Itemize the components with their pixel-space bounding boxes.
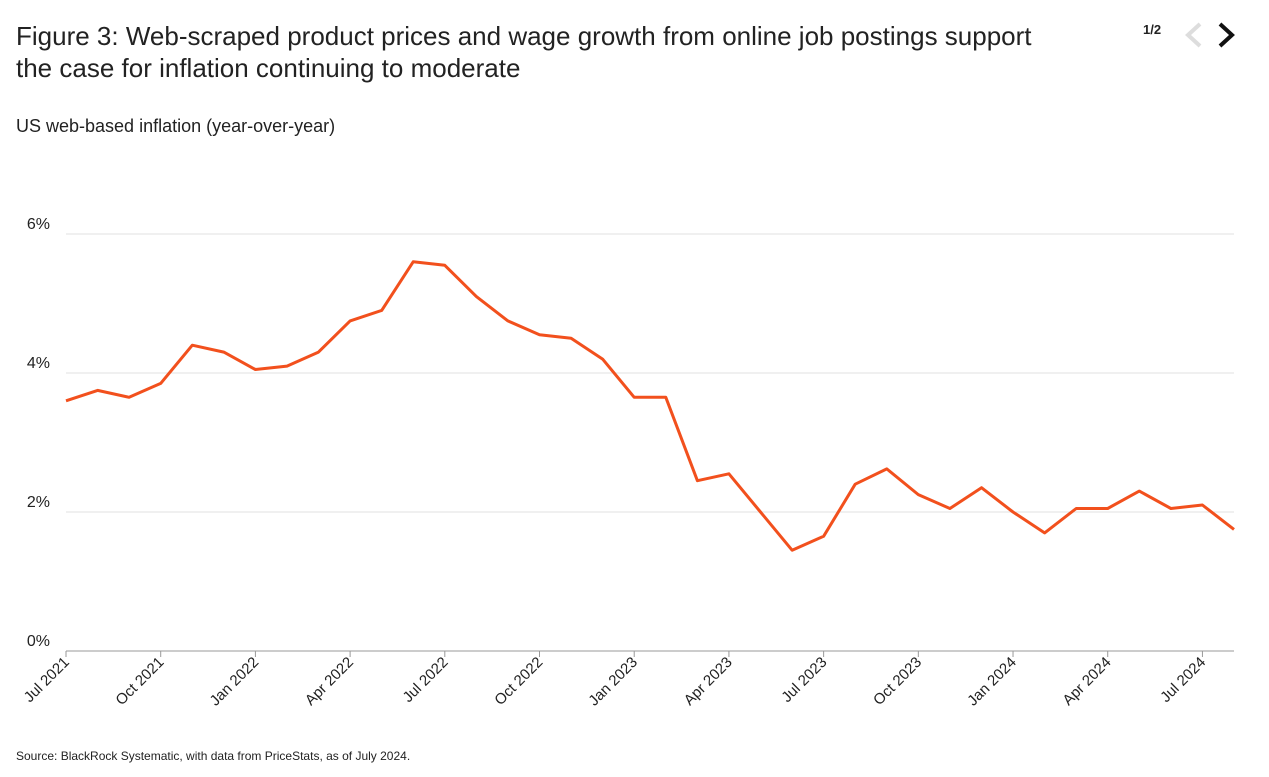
- source: Source: BlackRock Systematic, with data …: [16, 749, 410, 763]
- x-tick-label: Oct 2023: [870, 654, 925, 709]
- x-tick-label: Jul 2022: [400, 654, 452, 706]
- y-tick-label: 2%: [27, 494, 50, 511]
- page-indicator: 1/2: [1143, 22, 1161, 37]
- x-tick-label: Oct 2022: [491, 654, 546, 709]
- x-tick-label: Apr 2022: [302, 654, 357, 709]
- y-tick-label: 6%: [27, 216, 50, 233]
- x-tick-label: Apr 2023: [681, 654, 736, 709]
- chart-subtitle: US web-based inflation (year-over-year): [16, 116, 335, 136]
- x-tick-label: Apr 2024: [1059, 654, 1114, 709]
- x-tick-label: Jan 2022: [207, 654, 263, 710]
- prev-arrow[interactable]: [1185, 22, 1202, 48]
- x-tick-label: Jul 2024: [1157, 654, 1209, 706]
- y-tick-label: 0%: [27, 633, 50, 650]
- x-tick-label: Jan 2023: [585, 654, 641, 710]
- line-series: [65, 260, 1235, 552]
- chart-title: Figure 3: Web-scraped product prices and…: [16, 21, 1032, 83]
- x-tick-label: Jan 2024: [964, 654, 1020, 710]
- x-tick-label: Jul 2021: [21, 654, 73, 706]
- y-tick-label: 4%: [27, 355, 50, 372]
- next-arrow[interactable]: [1218, 22, 1235, 48]
- x-tick-label: Jul 2023: [778, 654, 830, 706]
- x-tick-label: Oct 2021: [112, 654, 167, 709]
